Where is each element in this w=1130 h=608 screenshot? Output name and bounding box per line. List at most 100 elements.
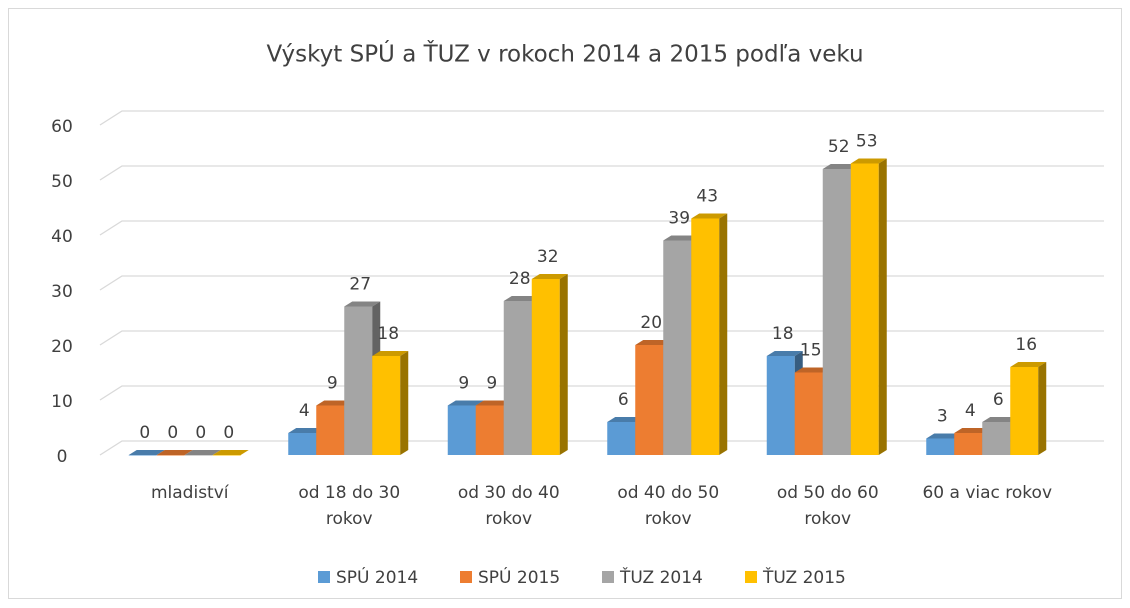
- bar-front: [635, 345, 664, 455]
- y-tick-label: 10: [51, 392, 73, 412]
- bar-front: [212, 455, 241, 456]
- legend-label: ŤUZ 2014: [619, 566, 703, 588]
- legend-swatch: [318, 571, 330, 583]
- bar-front: [850, 163, 879, 455]
- data-label: 3: [937, 407, 948, 427]
- data-label: 18: [772, 324, 794, 344]
- data-label: 52: [828, 137, 850, 157]
- bar-top: [184, 450, 221, 455]
- grid-line: [99, 220, 1104, 236]
- bar-front: [982, 422, 1011, 455]
- y-tick-label: 0: [57, 447, 68, 467]
- bar-front: [531, 279, 560, 455]
- legend-label: SPÚ 2014: [336, 566, 418, 588]
- bar-top: [475, 400, 512, 406]
- bar-side: [878, 158, 887, 455]
- bar-front: [822, 169, 851, 455]
- data-label: 4: [965, 401, 976, 421]
- data-label: 0: [223, 423, 234, 443]
- bar-top: [531, 274, 568, 279]
- bar-top: [663, 235, 700, 241]
- bar-front: [128, 455, 157, 456]
- bar-top: [212, 450, 249, 455]
- grid-line: [99, 110, 1104, 126]
- data-label: 0: [195, 423, 206, 443]
- x-tick-label: mladiství: [150, 483, 229, 503]
- bar-front: [288, 433, 317, 455]
- bar-top: [1010, 362, 1047, 367]
- bar-top: [822, 164, 859, 169]
- data-label: 39: [668, 209, 690, 229]
- bar-top: [128, 450, 165, 455]
- bar-side: [719, 213, 728, 455]
- bar-top: [635, 340, 672, 345]
- bar: [850, 158, 887, 455]
- bar-front: [926, 438, 955, 455]
- grid-line: [99, 165, 1104, 181]
- bar-front: [607, 422, 636, 455]
- grid-line: [99, 330, 1104, 346]
- data-label: 18: [377, 324, 399, 344]
- legend-label: ŤUZ 2015: [762, 566, 846, 588]
- data-label: 28: [509, 269, 531, 289]
- bar-top: [372, 351, 409, 356]
- bar-front: [447, 405, 476, 455]
- bar-top: [766, 351, 803, 356]
- bar-top: [316, 400, 353, 406]
- bar-top: [503, 296, 540, 301]
- bar: [156, 450, 193, 456]
- bar-front: [663, 240, 692, 455]
- data-label: 53: [856, 132, 878, 152]
- data-label: 27: [349, 275, 371, 295]
- bar-front: [954, 433, 983, 455]
- bar: [372, 351, 409, 455]
- bar-front: [691, 218, 720, 455]
- bar: [691, 213, 728, 455]
- data-label: 32: [537, 247, 559, 267]
- bar-top: [850, 158, 887, 164]
- bar: [212, 450, 249, 456]
- bar-top: [794, 367, 831, 373]
- grid-line: [99, 275, 1104, 291]
- bar-top: [344, 301, 381, 307]
- x-tick-label: od 18 do 30 rokov: [298, 483, 401, 529]
- data-label: 15: [800, 341, 822, 361]
- legend-label: SPÚ 2015: [478, 566, 560, 588]
- bar-front: [316, 405, 345, 455]
- legend-swatch: [602, 571, 614, 583]
- bar-front: [503, 301, 532, 455]
- bar-top: [447, 400, 484, 406]
- x-tick-label: od 30 do 40 rokov: [457, 483, 560, 529]
- bar-side: [400, 351, 409, 455]
- data-label: 0: [139, 423, 150, 443]
- bar-side: [559, 274, 568, 455]
- bar-front: [766, 356, 795, 455]
- bar-front: [184, 455, 213, 456]
- y-tick-label: 30: [51, 282, 73, 302]
- chart-title: Výskyt SPÚ a ŤUZ v rokoch 2014 a 2015 po…: [266, 40, 863, 68]
- data-label: 6: [618, 390, 629, 410]
- bar-top: [288, 428, 325, 433]
- bar-front: [372, 356, 401, 455]
- data-label: 16: [1015, 335, 1037, 355]
- bar-front: [156, 455, 185, 456]
- data-label: 4: [299, 401, 310, 421]
- data-label: 20: [640, 313, 662, 333]
- bar-front: [794, 372, 823, 455]
- legend-swatch: [745, 571, 757, 583]
- bar-top: [691, 213, 728, 219]
- legend-swatch: [460, 571, 472, 583]
- bar-top: [982, 417, 1019, 422]
- x-tick-label: od 50 do 60 rokov: [776, 483, 879, 529]
- bar-front: [344, 306, 373, 455]
- bar: [1010, 362, 1047, 455]
- data-label: 9: [458, 374, 469, 394]
- x-tick-label: od 40 do 50 rokov: [617, 483, 720, 529]
- bar-front: [1010, 367, 1039, 455]
- y-tick-label: 60: [51, 117, 73, 137]
- data-label: 6: [993, 390, 1004, 410]
- bar-front: [475, 405, 504, 455]
- bar-top: [607, 417, 644, 422]
- bar-side: [1038, 362, 1047, 455]
